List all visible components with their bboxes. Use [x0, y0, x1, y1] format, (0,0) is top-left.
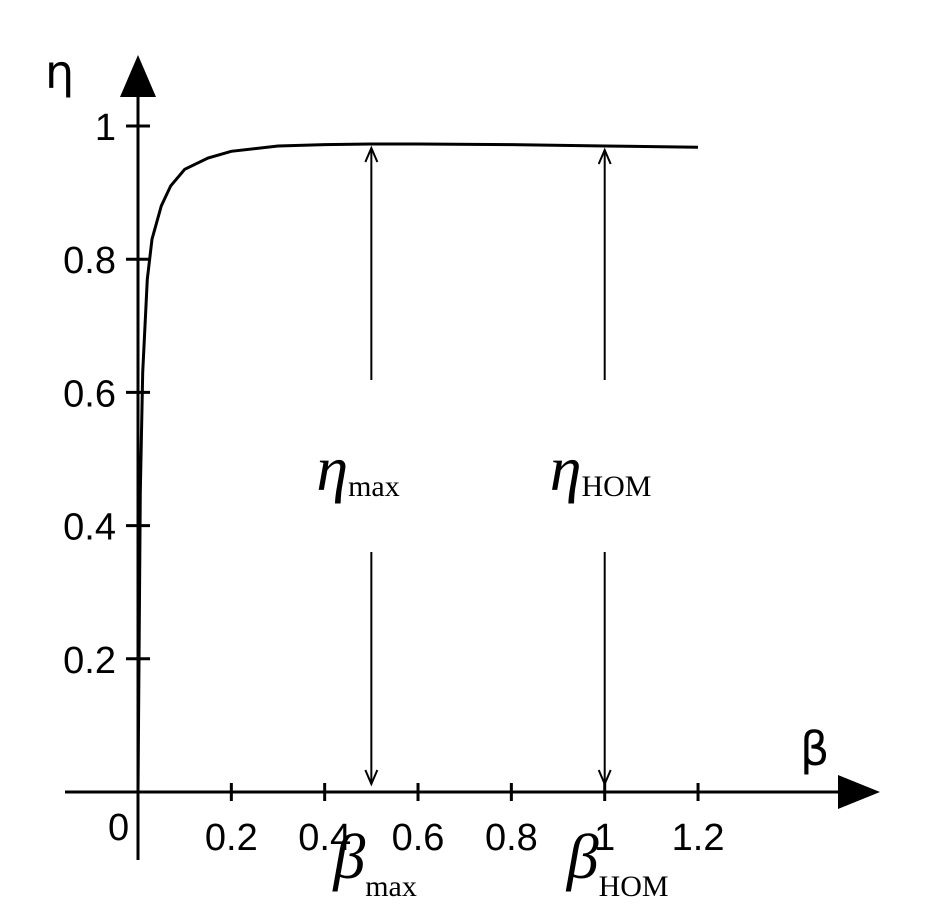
y-axis-label: η	[45, 45, 74, 99]
efficiency-curve	[136, 142, 699, 793]
origin-label: 0	[108, 807, 129, 849]
eta-subscript: HOM	[581, 470, 651, 503]
marker-arrowhead-up	[597, 147, 612, 165]
beta-subscript: HOM	[599, 870, 669, 903]
marker-arrowhead-down	[364, 769, 379, 787]
eta-symbol: η	[316, 433, 348, 504]
beta-annotation: βmax	[331, 821, 417, 903]
marker-arrowhead-up	[364, 145, 379, 163]
x-tick-label: 0.4	[298, 817, 351, 859]
ticks: 0.2 0.4 0.6 0.8 1 1.2 0.2 0.4 0.6 0.8 1	[63, 107, 724, 859]
beta-symbol: β	[565, 821, 599, 892]
eta-annotation: ηHOM	[550, 433, 652, 504]
y-tick-label: 0.2	[63, 640, 116, 682]
x-tick-label: 0.6	[392, 817, 445, 859]
beta-symbol: β	[331, 821, 365, 892]
y-tick-label: 0.4	[63, 507, 116, 549]
x-tick-label: 1.2	[672, 817, 725, 859]
x-axis-arrowhead	[838, 775, 880, 809]
series	[136, 142, 699, 793]
x-tick-label: 0.8	[485, 817, 538, 859]
x-tick-label: 0.2	[205, 817, 258, 859]
x-tick-label: 1	[594, 817, 615, 859]
beta-annotation: βHOM	[565, 821, 669, 903]
eta-annotation: ηmax	[316, 433, 399, 504]
x-axis-label: β	[800, 722, 829, 776]
eta-subscript: max	[348, 470, 400, 503]
marker-arrowhead-down	[597, 769, 612, 787]
y-tick-label: 0.6	[63, 373, 116, 415]
eta-symbol: η	[550, 433, 582, 504]
y-axis-arrowhead	[120, 55, 156, 97]
axes: β η 0	[45, 45, 880, 860]
y-tick-label: 0.8	[63, 240, 116, 282]
beta-subscript: max	[365, 870, 417, 903]
y-tick-label: 1	[95, 107, 116, 149]
